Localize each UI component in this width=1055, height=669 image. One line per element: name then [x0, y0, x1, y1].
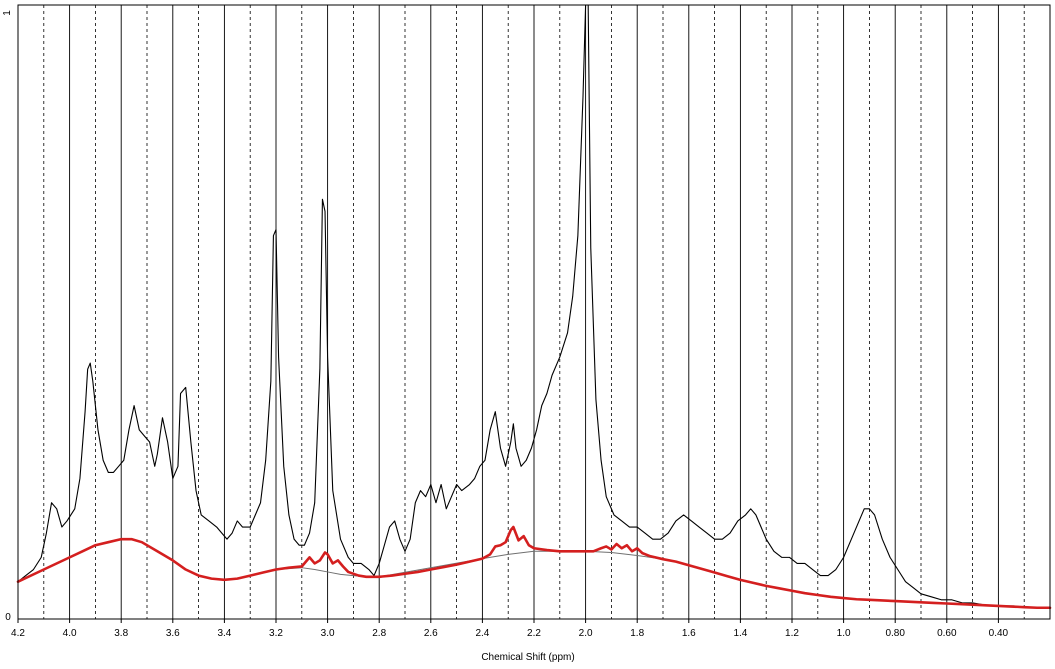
x-tick-label: 2.0	[579, 628, 593, 639]
x-axis-label: Chemical Shift (ppm)	[481, 652, 574, 663]
y-tick-label-zero: 0	[5, 612, 11, 623]
y-tick-label-top: 1	[2, 10, 13, 16]
x-tick-label: 2.4	[475, 628, 489, 639]
fit-line	[16, 525, 1052, 610]
x-tick-label: 1.2	[785, 628, 799, 639]
series-layer	[16, 4, 1052, 610]
x-tick-label: 0.40	[989, 628, 1009, 639]
x-tick-label: 1.6	[682, 628, 696, 639]
x-tick-layer: 4.2 4.0 3.8 3.6 3.4 3.2 3.0 2.8 2.6 2.4 2.2 2.0 1.8 1…	[11, 619, 1009, 639]
x-tick-label: 0.80	[885, 628, 905, 639]
x-tick-label: 4.2	[11, 628, 25, 639]
x-tick-label: 2.2	[527, 628, 541, 639]
x-tick-label: 3.0	[321, 628, 335, 639]
x-tick-label: 2.6	[424, 628, 438, 639]
x-tick-label: 0.60	[937, 628, 957, 639]
x-tick-label: 1.0	[837, 628, 851, 639]
spectrum-line	[17, 4, 1051, 608]
x-tick-label: 3.8	[114, 628, 128, 639]
x-tick-label: 3.4	[217, 628, 231, 639]
x-tick-label: 3.6	[166, 628, 180, 639]
x-tick-label: 1.4	[733, 628, 747, 639]
grid-layer	[43, 5, 1025, 619]
x-tick-label: 3.2	[269, 628, 283, 639]
baseline-line	[275, 550, 664, 578]
x-tick-label: 4.0	[63, 628, 77, 639]
x-tick-label: 1.8	[630, 628, 644, 639]
x-tick-label: 2.8	[372, 628, 386, 639]
